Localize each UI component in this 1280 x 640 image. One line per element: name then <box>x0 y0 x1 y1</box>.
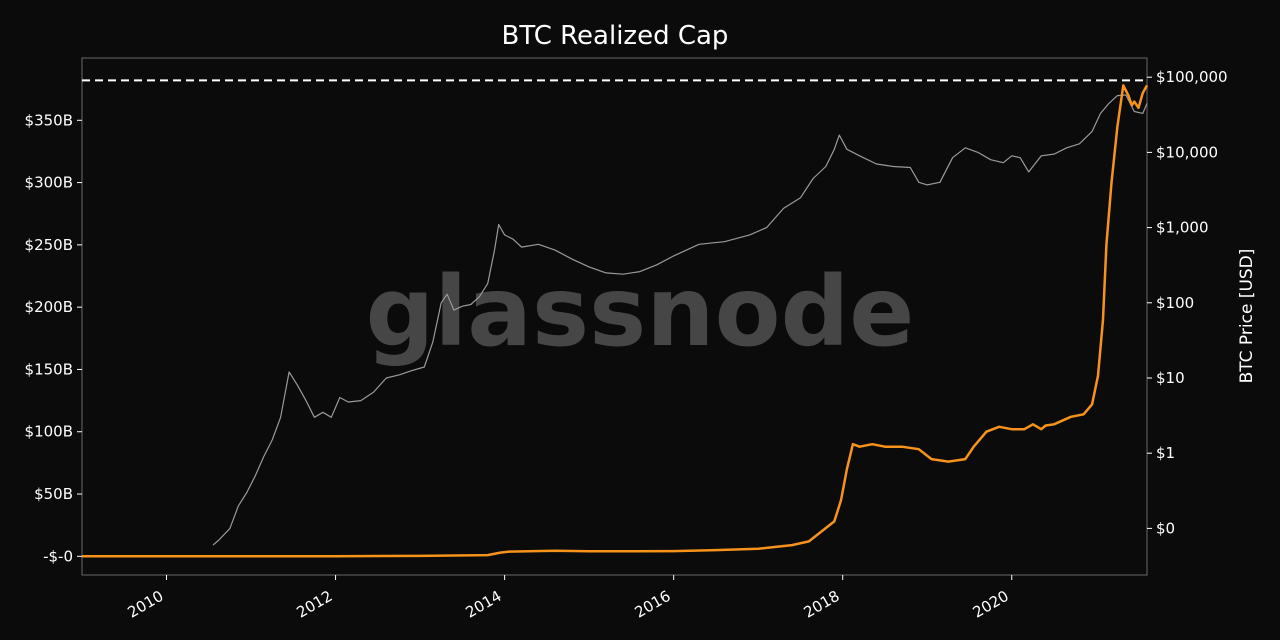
left-tick-label: $50B <box>34 485 73 503</box>
right-tick-label: $100 <box>1156 294 1194 312</box>
btc-price-line <box>212 94 1148 546</box>
right-tick-label: $100,000 <box>1156 68 1228 86</box>
left-tick-label: $150B <box>25 360 73 378</box>
left-tick-label: $100B <box>25 423 73 441</box>
left-tick-label: $350B <box>25 111 73 129</box>
left-tick-label: $300B <box>25 174 73 192</box>
left-tick-label: -$-0 <box>43 547 73 565</box>
chart-title: BTC Realized Cap <box>502 21 729 51</box>
left-tick-label: $200B <box>25 298 73 316</box>
left-tick-label: $250B <box>25 236 73 254</box>
left-axis-ticks: -$-0 $50B $100B $150B $200B $250B $300B $350B <box>25 111 82 565</box>
plot-frame <box>81 57 1148 576</box>
realized-cap-line <box>82 84 1149 558</box>
realized-cap-series <box>82 84 1149 558</box>
right-tick-label: $1 <box>1156 444 1175 462</box>
right-axis-label: BTC Price [USD] <box>1237 249 1257 384</box>
right-axis-ticks: $0 $1 $10 $100 $1,000 $10,000 $100,000 <box>1147 68 1228 537</box>
right-tick-label: $10 <box>1156 369 1185 387</box>
watermark-logo: glassnode <box>366 256 915 368</box>
right-tick-label: $10,000 <box>1156 143 1218 161</box>
right-tick-label: $1,000 <box>1156 219 1209 237</box>
right-tick-label: $0 <box>1156 519 1175 537</box>
btc-price-series <box>212 94 1148 546</box>
